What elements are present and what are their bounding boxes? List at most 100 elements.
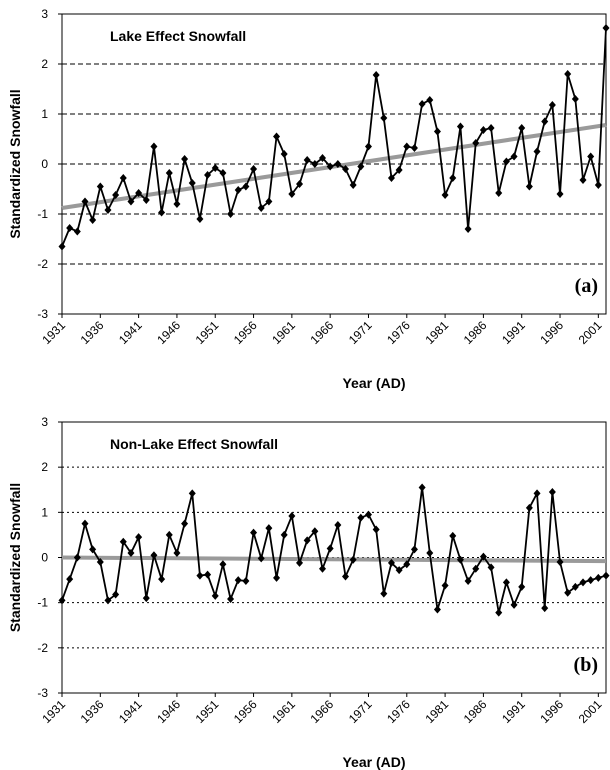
y-tick-label: 2	[41, 57, 48, 71]
data-point	[510, 600, 518, 609]
data-point	[234, 576, 242, 585]
data-point	[311, 160, 319, 168]
data-point	[58, 596, 66, 605]
data-point	[219, 169, 227, 177]
panel-label: (a)	[575, 275, 598, 297]
data-point	[380, 114, 388, 122]
data-point	[487, 124, 495, 132]
data-point	[204, 171, 212, 179]
data-point	[579, 578, 587, 587]
data-point	[119, 537, 127, 546]
data-point	[219, 560, 227, 569]
y-tick-label: 3	[41, 415, 48, 429]
data-point	[487, 563, 495, 572]
data-point	[158, 575, 166, 584]
data-point	[533, 489, 541, 498]
data-point	[81, 197, 89, 206]
data-point	[403, 142, 411, 151]
data-point	[372, 525, 380, 534]
x-tick-label: 1976	[384, 318, 413, 347]
data-point	[288, 511, 296, 520]
data-point	[265, 197, 273, 206]
data-point	[250, 165, 258, 173]
x-tick-label: 1981	[422, 697, 451, 726]
data-point	[364, 142, 372, 151]
data-point	[303, 156, 311, 164]
data-point	[495, 189, 503, 197]
data-point	[518, 124, 526, 132]
data-point	[449, 531, 457, 540]
data-point	[456, 555, 464, 564]
data-point	[89, 545, 97, 554]
data-point	[280, 530, 288, 539]
data-point	[127, 548, 135, 557]
data-point	[257, 204, 265, 212]
data-point	[548, 101, 556, 109]
y-axis-title: Standardized Snowfall	[7, 483, 23, 632]
data-point	[441, 581, 449, 590]
data-point	[403, 560, 411, 569]
data-point	[518, 582, 526, 591]
data-point	[541, 604, 549, 613]
data-point	[533, 147, 541, 156]
x-tick-label: 1991	[499, 697, 528, 726]
panel-label: (b)	[574, 654, 598, 676]
data-point	[594, 181, 602, 189]
data-point	[602, 24, 610, 32]
data-point	[211, 591, 219, 600]
data-point	[571, 582, 579, 591]
x-tick-label: 1981	[422, 318, 451, 347]
data-point	[250, 528, 258, 537]
data-point	[112, 590, 120, 599]
data-point	[541, 117, 549, 126]
data-point	[464, 576, 472, 585]
data-point	[227, 595, 235, 604]
data-point	[495, 608, 503, 617]
data-point	[564, 588, 572, 597]
data-point	[242, 182, 250, 191]
data-point	[418, 100, 426, 108]
x-tick-label: 1931	[39, 318, 68, 347]
data-point	[96, 558, 104, 567]
data-point	[502, 157, 510, 166]
data-point	[564, 70, 572, 78]
data-point	[227, 210, 235, 218]
data-point	[150, 142, 158, 151]
data-point	[326, 544, 334, 553]
data-point	[395, 566, 403, 575]
data-point	[127, 197, 135, 206]
data-point	[257, 554, 265, 563]
data-point	[587, 576, 595, 585]
data-point	[119, 174, 127, 182]
data-point	[387, 174, 395, 182]
x-tick-label: 1931	[39, 697, 68, 726]
y-tick-label: 0	[41, 551, 48, 565]
y-tick-label: -3	[37, 307, 48, 321]
data-point	[89, 216, 97, 224]
data-point	[142, 196, 150, 204]
data-point	[234, 186, 242, 194]
data-point	[395, 166, 403, 174]
data-point	[556, 190, 564, 198]
data-point	[273, 132, 281, 141]
data-point	[280, 150, 288, 158]
data-point	[150, 551, 158, 560]
y-tick-label: 1	[41, 107, 48, 121]
y-tick-label: -1	[37, 596, 48, 610]
data-point	[372, 71, 380, 79]
x-tick-label: 1946	[154, 697, 183, 726]
data-point	[173, 200, 181, 208]
data-point	[364, 510, 372, 519]
data-point	[242, 576, 250, 585]
x-tick-label: 1941	[116, 318, 145, 347]
x-tick-label: 1946	[154, 318, 183, 347]
x-tick-label: 1996	[537, 318, 566, 347]
y-tick-label: 2	[41, 460, 48, 474]
data-point	[602, 571, 610, 580]
data-point	[472, 564, 480, 573]
data-point	[273, 573, 281, 582]
data-point	[380, 589, 388, 598]
data-point	[341, 165, 349, 173]
data-point	[334, 160, 342, 168]
